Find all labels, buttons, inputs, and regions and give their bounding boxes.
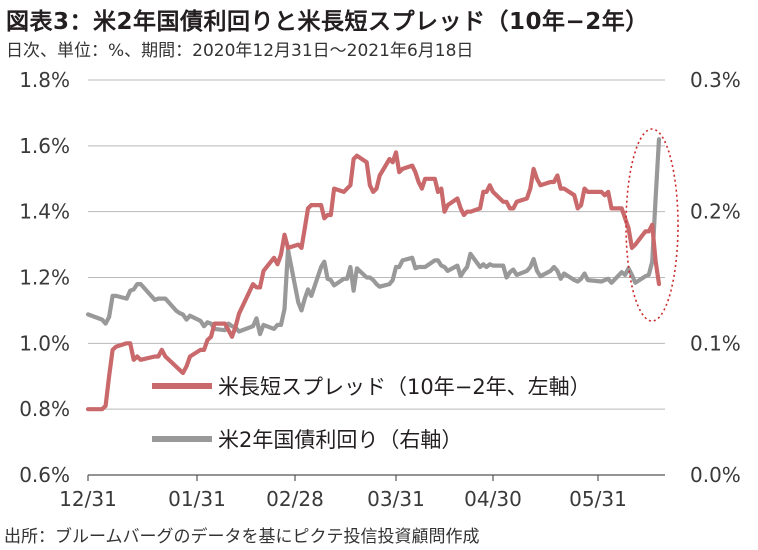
- x-axis: 12/31 01/31 02/28 03/31 04/30 05/31: [59, 474, 665, 511]
- series-lines: [85, 137, 662, 412]
- gridlines: [88, 79, 665, 410]
- spread-line: [85, 150, 662, 412]
- chart-subtitle: 日次、単位：%、期間：2020年12月31日〜2021年6月18日: [6, 41, 474, 61]
- x-tick-label: 02/28: [266, 487, 324, 511]
- yield-2y-line: [85, 137, 662, 337]
- left-tick-label: 1.2%: [19, 266, 70, 290]
- source-note: 出所：ブルームバーグのデータを基にピクテ投信投資顧問作成: [4, 527, 480, 547]
- highlight-ellipse: [625, 128, 679, 322]
- legend-label-yield: 米2年国債利回り（右軸）: [218, 428, 462, 452]
- x-tick-label: 12/31: [59, 487, 117, 511]
- left-tick-label: 0.6%: [19, 463, 70, 487]
- legend: 米長短スプレッド（10年−2年、左軸） 米2年国債利回り（右軸）: [152, 375, 591, 452]
- left-tick-label: 1.4%: [19, 200, 70, 224]
- x-tick-label: 03/31: [367, 487, 425, 511]
- left-tick-label: 1.6%: [19, 134, 70, 158]
- right-tick-label: 0.2%: [690, 200, 741, 224]
- right-tick-label: 0.0%: [690, 463, 741, 487]
- left-tick-label: 1.8%: [19, 68, 70, 92]
- right-tick-label: 0.3%: [690, 68, 741, 92]
- left-axis-tick-labels: 0.6% 0.8% 1.0% 1.2% 1.4% 1.6% 1.8%: [19, 68, 70, 487]
- legend-label-spread: 米長短スプレッド（10年−2年、左軸）: [218, 375, 591, 399]
- x-tick-label: 05/31: [569, 487, 627, 511]
- chart-title: 図表3：米2年国債利回りと米長短スプレッド（10年−2年）: [6, 9, 649, 35]
- right-tick-label: 0.1%: [690, 331, 741, 355]
- right-axis-tick-labels: 0.0% 0.1% 0.2% 0.3%: [690, 68, 741, 487]
- left-tick-label: 1.0%: [19, 331, 70, 355]
- x-tick-label: 04/30: [464, 487, 522, 511]
- left-tick-label: 0.8%: [19, 397, 70, 421]
- x-tick-label: 01/31: [168, 487, 226, 511]
